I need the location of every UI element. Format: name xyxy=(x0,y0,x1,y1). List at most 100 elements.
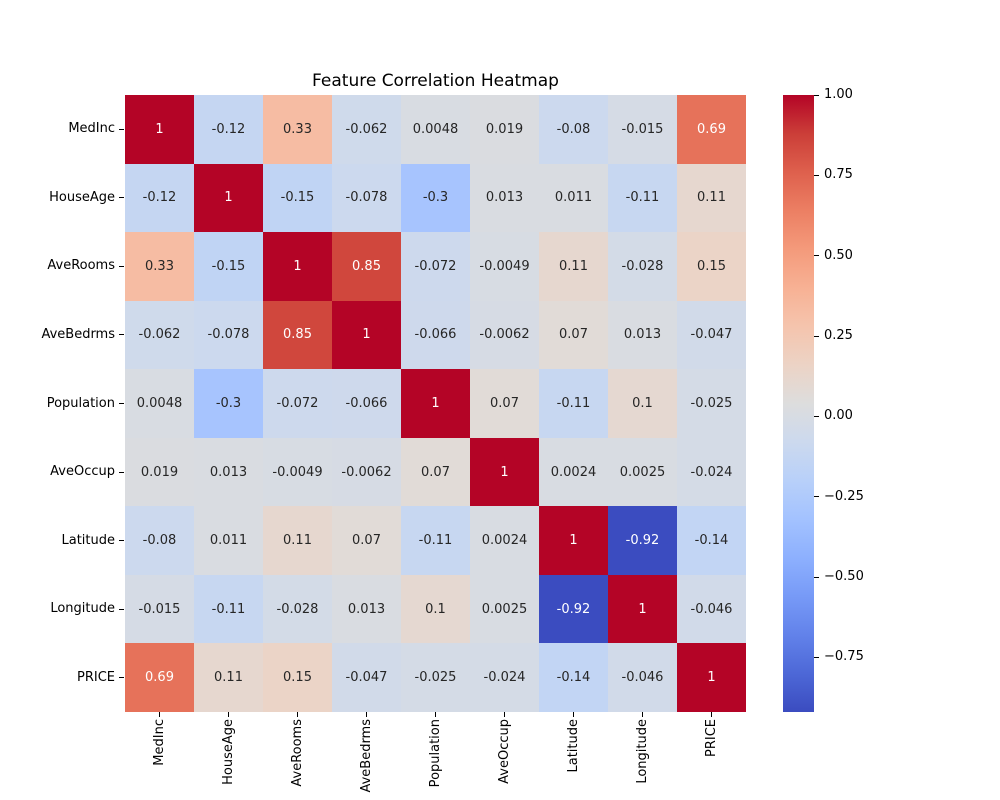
heatmap-cell-AveRooms-MedInc: 0.33 xyxy=(125,232,194,301)
heatmap-cell-Population-AveRooms: -0.072 xyxy=(263,369,332,438)
y-tick-mark xyxy=(119,403,124,404)
heatmap-cell-MedInc-AveRooms: 0.33 xyxy=(263,95,332,164)
heatmap-cell-AveBedrms-PRICE: -0.047 xyxy=(677,300,746,370)
x-tick-mark xyxy=(435,712,436,717)
colorbar-tick-label: −0.25 xyxy=(824,488,864,504)
heatmap-cell-AveOccup-AveOccup: 1 xyxy=(470,437,539,507)
heatmap-cell-Latitude-AveRooms: 0.11 xyxy=(263,506,332,575)
heatmap-cell-Longitude-Longitude: 1 xyxy=(608,574,677,644)
heatmap-cell-Latitude-Longitude: -0.92 xyxy=(608,506,677,575)
heatmap-cell-PRICE-MedInc: 0.69 xyxy=(125,643,194,712)
heatmap-cell-MedInc-Latitude: -0.08 xyxy=(539,95,608,164)
heatmap-cell-Longitude-Latitude: -0.92 xyxy=(539,574,608,644)
heatmap-cell-HouseAge-Latitude: 0.011 xyxy=(539,163,608,233)
col-label-PRICE: PRICE xyxy=(703,719,719,757)
heatmap-cell-AveBedrms-AveBedrms: 1 xyxy=(332,300,401,370)
colorbar-tick-mark xyxy=(814,335,819,337)
x-tick-mark xyxy=(711,712,712,717)
row-label-AveBedrms: AveBedrms xyxy=(41,326,115,342)
heatmap-cell-Population-Latitude: -0.11 xyxy=(539,369,608,438)
row-label-AveOccup: AveOccup xyxy=(50,464,115,480)
heatmap-cell-Latitude-PRICE: -0.14 xyxy=(677,506,746,575)
heatmap-grid: 1 -0.12 0.33 -0.062 0.0048 0.019 -0.08 -0.015 0.… xyxy=(125,95,746,712)
heatmap-cell-Latitude-Latitude: 1 xyxy=(539,506,608,575)
y-tick-mark xyxy=(119,677,124,679)
y-tick-mark xyxy=(119,608,124,610)
heatmap-cell-AveBedrms-HouseAge: -0.078 xyxy=(194,300,263,370)
colorbar-tick-mark xyxy=(814,656,819,658)
heatmap-cell-MedInc-MedInc: 1 xyxy=(125,95,194,164)
y-tick-mark xyxy=(119,128,124,130)
colorbar-tick-label: 0.25 xyxy=(824,328,853,344)
heatmap-cell-Population-MedInc: 0.0048 xyxy=(125,369,194,438)
x-tick-mark xyxy=(504,712,505,717)
heatmap-cell-PRICE-HouseAge: 0.11 xyxy=(194,643,263,712)
heatmap-cell-Population-PRICE: -0.025 xyxy=(677,369,746,438)
colorbar-tick-mark xyxy=(814,496,819,498)
heatmap-cell-Population-Population: 1 xyxy=(401,369,470,438)
heatmap-cell-PRICE-AveRooms: 0.15 xyxy=(263,643,332,712)
heatmap-cell-HouseAge-AveOccup: 0.013 xyxy=(470,163,539,233)
y-tick-mark xyxy=(119,540,124,542)
chart-title: Feature Correlation Heatmap xyxy=(312,71,559,91)
heatmap-cell-Longitude-PRICE: -0.046 xyxy=(677,574,746,644)
heatmap-cell-AveOccup-Longitude: 0.0025 xyxy=(608,437,677,507)
heatmap-cell-AveBedrms-Latitude: 0.07 xyxy=(539,300,608,370)
col-label-AveOccup: AveOccup xyxy=(496,719,512,784)
col-label-MedInc: MedInc xyxy=(151,719,167,766)
heatmap-cell-AveOccup-AveRooms: -0.0049 xyxy=(263,437,332,507)
heatmap-cell-AveOccup-PRICE: -0.024 xyxy=(677,437,746,507)
heatmap-cell-Latitude-Population: -0.11 xyxy=(401,506,470,575)
heatmap-cell-HouseAge-HouseAge: 1 xyxy=(194,163,263,233)
colorbar-tick-mark xyxy=(814,94,819,96)
heatmap-cell-HouseAge-AveRooms: -0.15 xyxy=(263,163,332,233)
col-label-AveBedrms: AveBedrms xyxy=(358,719,374,793)
heatmap-cell-Population-AveOccup: 0.07 xyxy=(470,369,539,438)
heatmap-cell-MedInc-AveOccup: 0.019 xyxy=(470,95,539,164)
row-label-Longitude: Longitude xyxy=(50,601,115,617)
colorbar-tick-mark xyxy=(814,174,819,176)
colorbar-tick-label: −0.50 xyxy=(824,569,864,585)
heatmap-cell-AveBedrms-Population: -0.066 xyxy=(401,300,470,370)
heatmap-cell-Latitude-HouseAge: 0.011 xyxy=(194,506,263,575)
col-label-Latitude: Latitude xyxy=(565,719,581,773)
heatmap-cell-HouseAge-AveBedrms: -0.078 xyxy=(332,163,401,233)
heatmap-cell-Longitude-AveBedrms: 0.013 xyxy=(332,574,401,644)
col-label-Longitude: Longitude xyxy=(634,719,650,784)
x-tick-mark xyxy=(573,712,574,717)
heatmap-cell-AveBedrms-Longitude: 0.013 xyxy=(608,300,677,370)
row-label-Latitude: Latitude xyxy=(61,532,115,548)
colorbar-tick-label: 0.75 xyxy=(824,167,853,183)
col-label-Population: Population xyxy=(427,719,443,788)
heatmap-cell-PRICE-AveOccup: -0.024 xyxy=(470,643,539,712)
heatmap-cell-AveRooms-PRICE: 0.15 xyxy=(677,232,746,301)
heatmap-cell-PRICE-Population: -0.025 xyxy=(401,643,470,712)
heatmap-cell-AveBedrms-MedInc: -0.062 xyxy=(125,300,194,370)
y-tick-mark xyxy=(119,471,124,473)
heatmap-cell-Population-AveBedrms: -0.066 xyxy=(332,369,401,438)
colorbar-tick-mark xyxy=(814,576,819,578)
y-tick-mark xyxy=(119,197,124,199)
heatmap-cell-AveRooms-AveOccup: -0.0049 xyxy=(470,232,539,301)
col-label-HouseAge: HouseAge xyxy=(220,719,236,785)
heatmap-cell-Population-Longitude: 0.1 xyxy=(608,369,677,438)
colorbar-tick-label: −0.75 xyxy=(824,649,864,665)
heatmap-cell-HouseAge-Population: -0.3 xyxy=(401,163,470,233)
heatmap-cell-Longitude-MedInc: -0.015 xyxy=(125,574,194,644)
heatmap-cell-AveRooms-AveBedrms: 0.85 xyxy=(332,232,401,301)
x-tick-mark xyxy=(228,712,229,717)
heatmap-cell-HouseAge-MedInc: -0.12 xyxy=(125,163,194,233)
heatmap-cell-PRICE-Latitude: -0.14 xyxy=(539,643,608,712)
heatmap-cell-Latitude-MedInc: -0.08 xyxy=(125,506,194,575)
heatmap-cell-Latitude-AveOccup: 0.0024 xyxy=(470,506,539,575)
colorbar-tick-label: 0.50 xyxy=(824,247,853,263)
row-label-MedInc: MedInc xyxy=(68,121,115,137)
heatmap-cell-AveOccup-MedInc: 0.019 xyxy=(125,437,194,507)
heatmap-cell-AveRooms-Longitude: -0.028 xyxy=(608,232,677,301)
x-tick-mark xyxy=(366,712,367,717)
heatmap-cell-PRICE-Longitude: -0.046 xyxy=(608,643,677,712)
heatmap-cell-AveRooms-HouseAge: -0.15 xyxy=(194,232,263,301)
heatmap-cell-MedInc-PRICE: 0.69 xyxy=(677,95,746,164)
colorbar-tick-label: 0.00 xyxy=(824,408,853,424)
